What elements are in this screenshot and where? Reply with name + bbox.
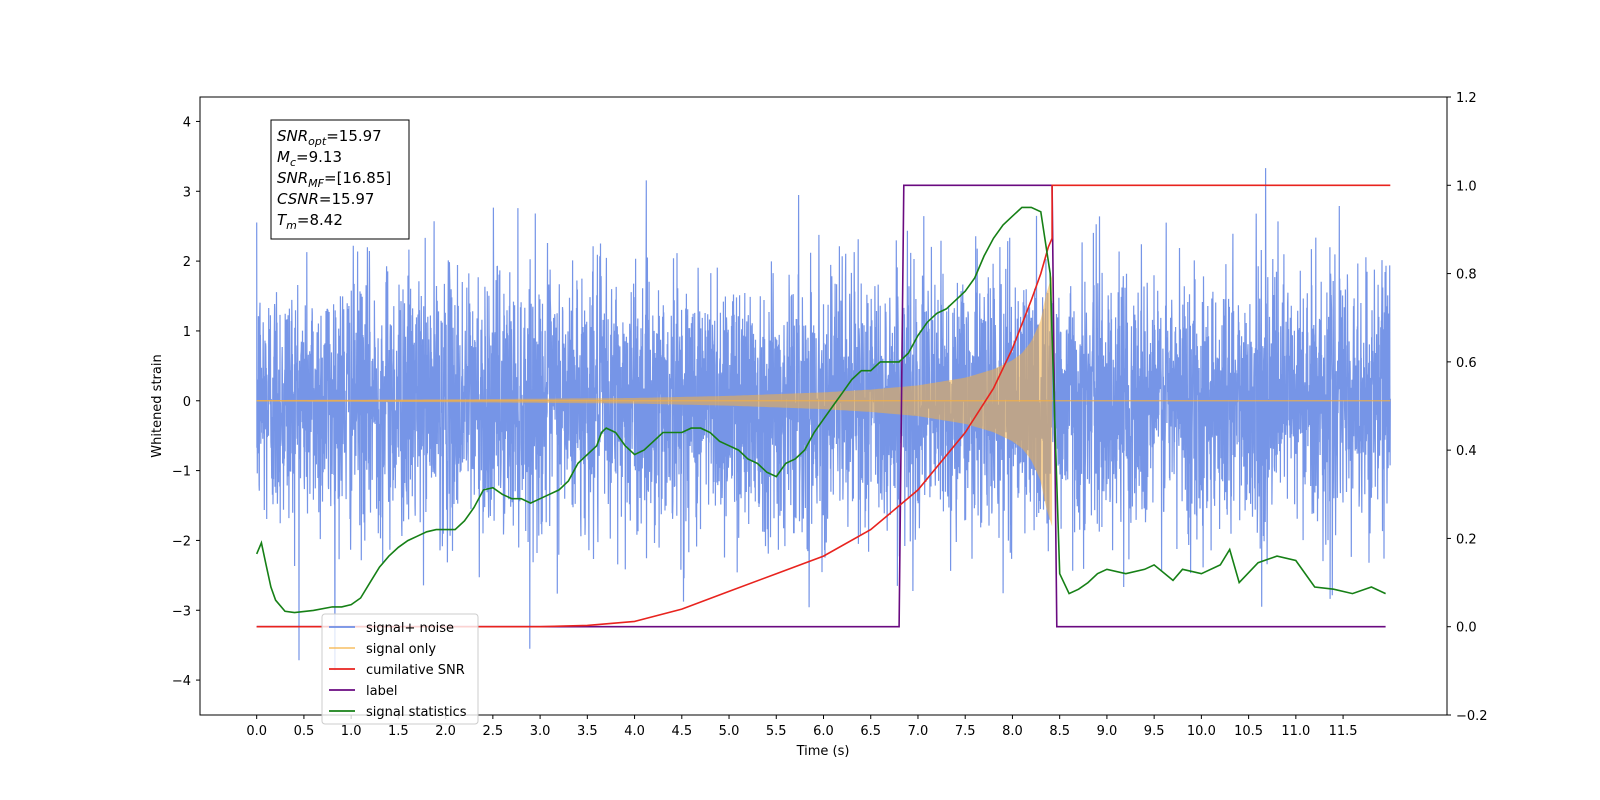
y-right-tick-label: 1.0 [1456,179,1477,194]
x-tick-label: 3.0 [530,724,551,739]
series-signal-statistics [255,206,1386,614]
x-tick-label: 6.5 [860,724,881,739]
x-tick-label: 7.0 [908,724,929,739]
series-signal-noise [256,168,1391,671]
y-axis-label: Whitened strain [150,354,165,457]
x-tick-label: 8.5 [1049,724,1070,739]
x-tick-label: 10.0 [1187,724,1216,739]
axes-layer: 0.0 0.5 1.0 1.5 2.0 2.5 3.0 3.5 4.0 4.5 5.0 5.5 6.0 6… [172,91,1488,739]
y-tick-label: 0 [183,395,191,410]
x-tick-label: 5.5 [766,724,787,739]
legend-label: signal+ noise [366,621,454,636]
x-tick-label: 8.0 [1002,724,1023,739]
info-line: SNRMF=[16.85] [277,169,391,190]
y-right-tick-label: 0.2 [1456,532,1477,547]
series-cumulative-snr [256,184,1391,628]
x-tick-label: 4.0 [624,724,645,739]
series-layer [255,168,1391,671]
y-tick-label: −4 [172,674,191,689]
x-tick-label: 9.0 [1097,724,1118,739]
y-tick-label: 1 [183,325,191,340]
info-line: CSNR=15.97 [277,190,374,208]
info-line: Mc=9.13 [277,148,342,169]
x-tick-label: 3.5 [577,724,598,739]
y-tick-label: −3 [172,604,191,619]
legend-label: cumilative SNR [366,663,465,678]
y-tick-label: −1 [172,465,191,480]
y-right-tick-label: 1.2 [1456,91,1477,106]
y-tick-label: 3 [183,185,191,200]
x-tick-label: 1.5 [388,724,409,739]
x-tick-label: 6.0 [813,724,834,739]
x-axis-label: Time (s) [796,744,850,759]
y-tick-label: 4 [183,115,191,130]
y-right-tick-label: −0.2 [1456,709,1488,724]
y-right-tick-label: 0.4 [1456,444,1477,459]
x-tick-label: 10.5 [1234,724,1263,739]
info-box: SNRopt=15.97Mc=9.13SNRMF=[16.85]CSNR=15.… [270,119,410,240]
legend-label: signal only [366,642,436,657]
info-line: Tm=8.42 [277,211,343,232]
x-tick-label: 1.0 [341,724,362,739]
y-right-tick-label: 0.6 [1456,356,1477,371]
legend-label: signal statistics [366,705,467,720]
info-line: SNRopt=15.97 [277,127,382,148]
x-tick-label: 11.5 [1329,724,1358,739]
x-tick-label: 0.0 [246,724,267,739]
y-right-tick-label: 0.0 [1456,621,1477,636]
y-tick-label: 2 [183,255,191,270]
x-tick-label: 9.5 [1144,724,1165,739]
x-tick-label: 7.5 [955,724,976,739]
series-label [256,184,1386,628]
x-tick-label: 5.0 [719,724,740,739]
x-tick-label: 2.0 [435,724,456,739]
legend: signal+ noise signal only cumilative SNR la… [321,613,479,725]
x-tick-label: 11.0 [1281,724,1310,739]
x-tick-label: 0.5 [294,724,315,739]
legend-label: label [366,684,397,699]
x-tick-label: 2.5 [483,724,504,739]
x-tick-label: 4.5 [671,724,692,739]
y-tick-label: −2 [172,534,191,549]
y-right-tick-label: 0.8 [1456,268,1477,283]
